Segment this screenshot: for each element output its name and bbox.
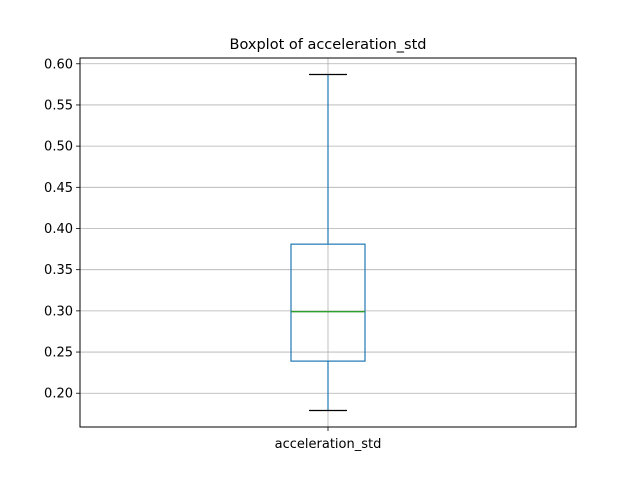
- x-tick-label: acceleration_std: [275, 437, 382, 452]
- y-tick-label: 0.60: [44, 57, 73, 72]
- y-tick-label: 0.20: [44, 387, 73, 402]
- chart-title: Boxplot of acceleration_std: [230, 37, 427, 53]
- y-tick-label: 0.40: [44, 222, 73, 237]
- box-series: [290, 73, 366, 412]
- interquartile-box: [290, 243, 366, 362]
- y-tick-label: 0.50: [44, 140, 73, 155]
- y-tick-label: 0.30: [44, 304, 73, 319]
- y-tick-label: 0.55: [44, 98, 73, 113]
- y-tick-label: 0.25: [44, 346, 73, 361]
- y-tick-label: 0.35: [44, 263, 73, 278]
- y-axis: 0.20 0.25 0.30 0.35 0.40 0.45 0.50 0.55 0.60: [44, 57, 80, 402]
- y-tick-label: 0.45: [44, 181, 73, 196]
- x-axis: acceleration_std: [275, 427, 382, 452]
